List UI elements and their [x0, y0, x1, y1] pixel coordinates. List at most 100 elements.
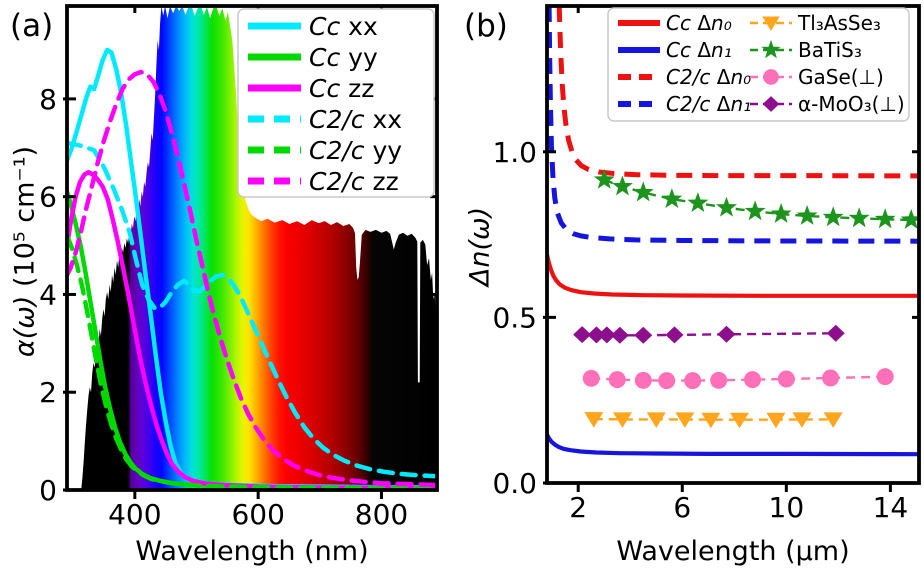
svg-text:0.0: 0.0	[492, 467, 537, 500]
panel-b-chart: 2 6 10 14 0.0 0.5 1.0 Cc Δn₀ Cc Δn₁ C2/c Δn₀ C2/c …	[492, 4, 921, 524]
diamond-marker	[665, 326, 684, 344]
diamond-marker	[717, 325, 736, 343]
circle-marker	[684, 372, 702, 390]
legend-label-moo: α-MoO₃(⊥)	[798, 92, 905, 116]
legend-label-c2-c-zz: C2/c zz	[309, 167, 399, 196]
diamond-marker	[587, 326, 606, 344]
alpha-units-label: (10⁵ cm⁻¹)	[9, 145, 41, 296]
panel-b-yaxis-title: Δn(ω)	[465, 47, 496, 447]
triangle-down-marker	[584, 412, 604, 428]
star-marker	[822, 206, 844, 227]
series-line-tl3asse3	[593, 417, 834, 421]
circle-marker	[777, 370, 795, 388]
svg-text:14: 14	[873, 491, 909, 524]
star-marker	[687, 192, 709, 212]
star-marker	[796, 205, 818, 225]
legend-b: Cc Δn₀ Cc Δn₁ C2/c Δn₀ C2/c Δn₁ Tl₃AsSe₃ BaTi…	[607, 7, 910, 122]
series-gase	[582, 368, 894, 390]
series-moo3	[573, 324, 845, 344]
diamond-marker	[610, 326, 629, 344]
circle-marker	[710, 371, 728, 389]
svg-text:4: 4	[39, 278, 57, 311]
svg-text:1.0: 1.0	[492, 136, 537, 169]
legend-label-cc-yy: Cc yy	[309, 43, 378, 72]
circle-marker	[876, 368, 894, 386]
legend-label-cc-zz: Cc zz	[309, 74, 374, 103]
star-marker	[770, 203, 792, 223]
series-c2-c-yy	[67, 233, 437, 490]
triangle-down-marker	[646, 412, 666, 428]
svg-text:600: 600	[231, 498, 284, 531]
svg-text:6: 6	[39, 181, 57, 214]
triangle-down-marker	[766, 412, 786, 429]
diamond-marker	[826, 324, 845, 342]
panel-a-yaxis-title: α(ω) (10⁵ cm⁻¹)	[10, 52, 41, 452]
legend-box	[607, 7, 910, 122]
circle-marker	[822, 369, 840, 387]
circle-marker	[634, 371, 652, 389]
star-marker	[848, 207, 870, 228]
circle-marker	[763, 69, 779, 85]
series-c2-c-n0	[556, 6, 919, 179]
axis-tick-labels: 2 6 10 14 0.0 0.5 1.0	[492, 136, 908, 524]
legend-label-cc-xx: Cc xx	[309, 12, 378, 41]
triangle-down-marker	[792, 412, 812, 428]
star-marker	[874, 208, 896, 229]
triangle-down-marker	[675, 412, 695, 428]
plot-area-a	[67, 6, 437, 490]
svg-text:10: 10	[769, 491, 805, 524]
legend-label-c2-c-xx: C2/c xx	[309, 105, 402, 134]
legend-label-tl-asse: Tl₃AsSe₃	[797, 11, 881, 35]
series-batis3	[593, 168, 919, 229]
series-c2-c-xx	[67, 140, 437, 479]
triangle-down-marker	[701, 412, 721, 429]
circle-marker	[608, 371, 626, 389]
triangle-down-marker	[762, 16, 780, 31]
circle-marker	[582, 369, 600, 387]
series-cc-n1	[547, 433, 919, 457]
legend-label-c2-c-yy: C2/c yy	[309, 136, 402, 165]
svg-text:0: 0	[39, 474, 57, 507]
triangle-down-marker	[823, 412, 843, 428]
star-marker	[716, 196, 737, 217]
triangle-down-marker	[612, 412, 632, 428]
series-cc-zz	[67, 169, 437, 490]
diamond-marker	[762, 96, 780, 112]
delta-n-label: Δn(ω)	[464, 206, 496, 287]
diamond-marker	[634, 326, 653, 344]
axis-tick-labels: 400 600 800 0 2 4 6 8	[39, 83, 408, 531]
svg-text:800: 800	[355, 498, 408, 531]
legend-label-cc-n: Cc Δn₀	[666, 11, 732, 35]
legend-label-c2-c-n: C2/c Δn₁	[666, 92, 751, 116]
alpha-omega-label: α(ω)	[9, 295, 41, 358]
series-tl3asse3	[584, 412, 843, 429]
series-c2-c-zz	[67, 69, 437, 488]
svg-text:8: 8	[39, 83, 57, 116]
legend-label-cc-n: Cc Δn₁	[666, 38, 732, 62]
panel-b-label: (b)	[464, 8, 508, 44]
series-line-gase	[591, 375, 886, 382]
star-marker	[761, 39, 781, 59]
diamond-marker	[597, 326, 616, 344]
plot-area-b	[547, 6, 919, 457]
circle-marker	[658, 372, 676, 390]
legend-label-batis: BaTiS₃	[798, 38, 862, 62]
circle-marker	[744, 371, 762, 389]
star-marker	[900, 209, 919, 229]
svg-text:400: 400	[108, 498, 161, 531]
diamond-marker	[573, 326, 592, 344]
star-marker	[612, 175, 633, 196]
legend-label-gase: GaSe(⊥)	[798, 65, 884, 89]
panel-b-xaxis-title: Wavelength (μm)	[616, 536, 850, 567]
series-cc-n0	[547, 253, 919, 298]
star-marker	[661, 188, 683, 208]
svg-text:2: 2	[39, 376, 57, 409]
legend-label-c2-c-n: C2/c Δn₀	[666, 65, 751, 89]
triangle-down-marker	[730, 412, 750, 429]
panel-a-xaxis-title: Wavelength (nm)	[135, 536, 369, 567]
panel-a-label: (a)	[10, 8, 54, 44]
plot-frame-b	[545, 4, 921, 485]
